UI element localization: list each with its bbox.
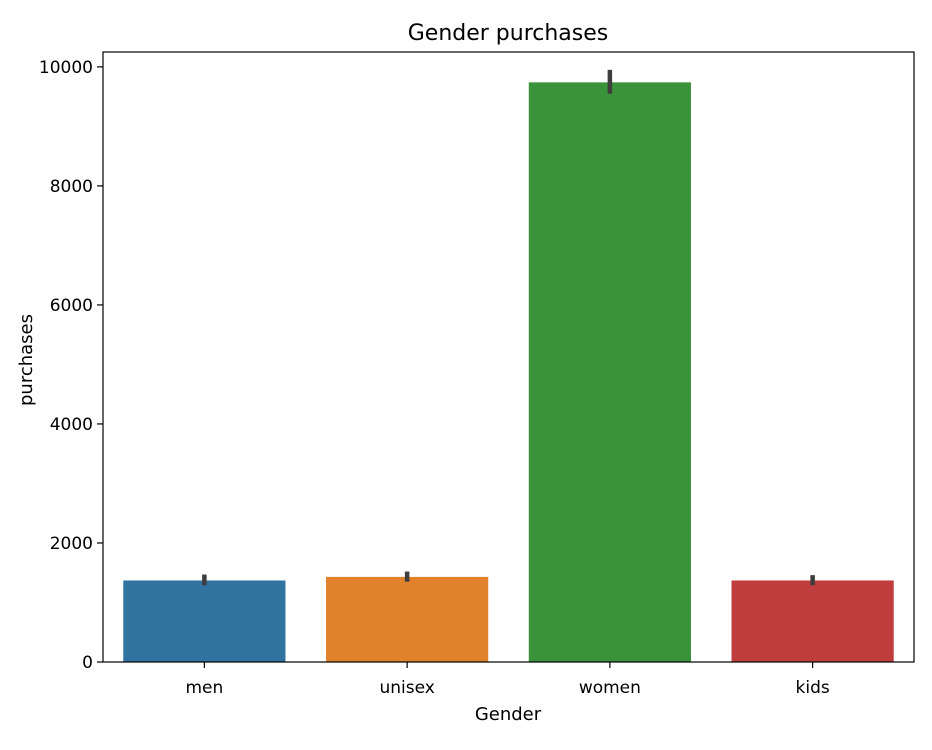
x-tick-label-unisex: unisex — [379, 678, 434, 698]
x-tick-label-men: men — [185, 678, 223, 698]
bar-kids — [731, 580, 894, 662]
bar-men — [123, 580, 286, 662]
bar-unisex — [326, 576, 489, 662]
plot-area — [123, 69, 894, 663]
y-tick-label: 4000 — [50, 415, 93, 435]
x-tick-label-kids: kids — [796, 678, 830, 698]
chart-title: Gender purchases — [408, 21, 609, 46]
plot-frame — [102, 51, 915, 663]
y-axis-label: purchases — [16, 314, 37, 406]
y-tick-label: 0 — [82, 653, 93, 673]
y-axis: 0 2000 4000 6000 8000 10000 — [39, 58, 103, 673]
y-tick-label: 2000 — [50, 534, 93, 554]
y-tick-label: 8000 — [50, 177, 93, 197]
x-axis-label: Gender — [475, 704, 542, 725]
y-tick-label: 10000 — [39, 58, 93, 78]
bar-women — [528, 82, 691, 663]
x-axis: men unisex women kids — [185, 662, 830, 698]
x-tick-label-women: women — [579, 678, 641, 698]
y-tick-label: 6000 — [50, 296, 93, 316]
